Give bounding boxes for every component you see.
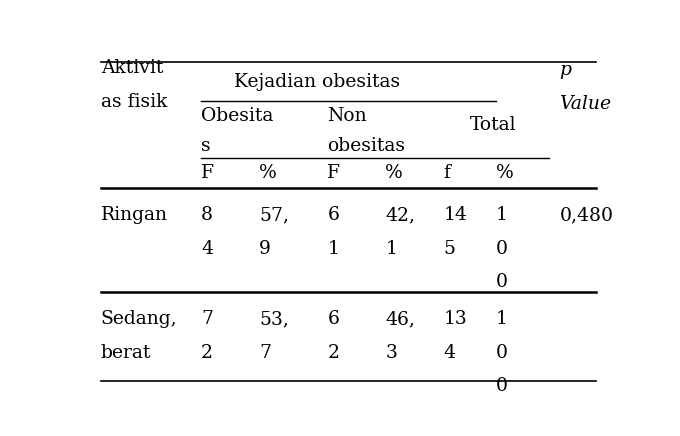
Text: Total: Total xyxy=(470,116,517,134)
Text: 0: 0 xyxy=(496,344,508,362)
Text: 5: 5 xyxy=(443,240,456,258)
Text: 0: 0 xyxy=(496,240,508,258)
Text: Value: Value xyxy=(559,95,611,112)
Text: 0: 0 xyxy=(496,273,508,291)
Text: 14: 14 xyxy=(443,206,467,224)
Text: %: % xyxy=(386,164,403,182)
Text: 6: 6 xyxy=(328,206,339,224)
Text: 13: 13 xyxy=(443,310,467,328)
Text: F: F xyxy=(328,164,341,182)
Text: 0,480: 0,480 xyxy=(559,206,613,224)
Text: obesitas: obesitas xyxy=(328,137,405,155)
Text: %: % xyxy=(259,164,277,182)
Text: 2: 2 xyxy=(201,344,213,362)
Text: 1: 1 xyxy=(328,240,339,258)
Text: Obesita: Obesita xyxy=(201,107,273,125)
Text: 2: 2 xyxy=(328,344,339,362)
Text: F: F xyxy=(201,164,214,182)
Text: %: % xyxy=(496,164,514,182)
Text: 1: 1 xyxy=(496,206,508,224)
Text: p: p xyxy=(559,61,571,79)
Text: 6: 6 xyxy=(328,310,339,328)
Text: 46,: 46, xyxy=(386,310,415,328)
Text: 8: 8 xyxy=(201,206,213,224)
Text: 1: 1 xyxy=(496,310,508,328)
Text: 4: 4 xyxy=(443,344,456,362)
Text: Non: Non xyxy=(328,107,367,125)
Text: 42,: 42, xyxy=(386,206,415,224)
Text: 9: 9 xyxy=(259,240,271,258)
Text: Aktivit: Aktivit xyxy=(101,59,163,77)
Text: Ringan: Ringan xyxy=(101,206,168,224)
Text: Sedang,: Sedang, xyxy=(101,310,177,328)
Text: 53,: 53, xyxy=(259,310,289,328)
Text: 57,: 57, xyxy=(259,206,289,224)
Text: 1: 1 xyxy=(386,240,397,258)
Text: 3: 3 xyxy=(386,344,397,362)
Text: Kejadian obesitas: Kejadian obesitas xyxy=(234,73,400,91)
Text: f: f xyxy=(443,164,450,182)
Text: 7: 7 xyxy=(201,310,213,328)
Text: 4: 4 xyxy=(201,240,213,258)
Text: 7: 7 xyxy=(259,344,271,362)
Text: berat: berat xyxy=(101,344,151,362)
Text: 0: 0 xyxy=(496,378,508,395)
Text: as fisik: as fisik xyxy=(101,93,167,111)
Text: s: s xyxy=(201,137,211,155)
